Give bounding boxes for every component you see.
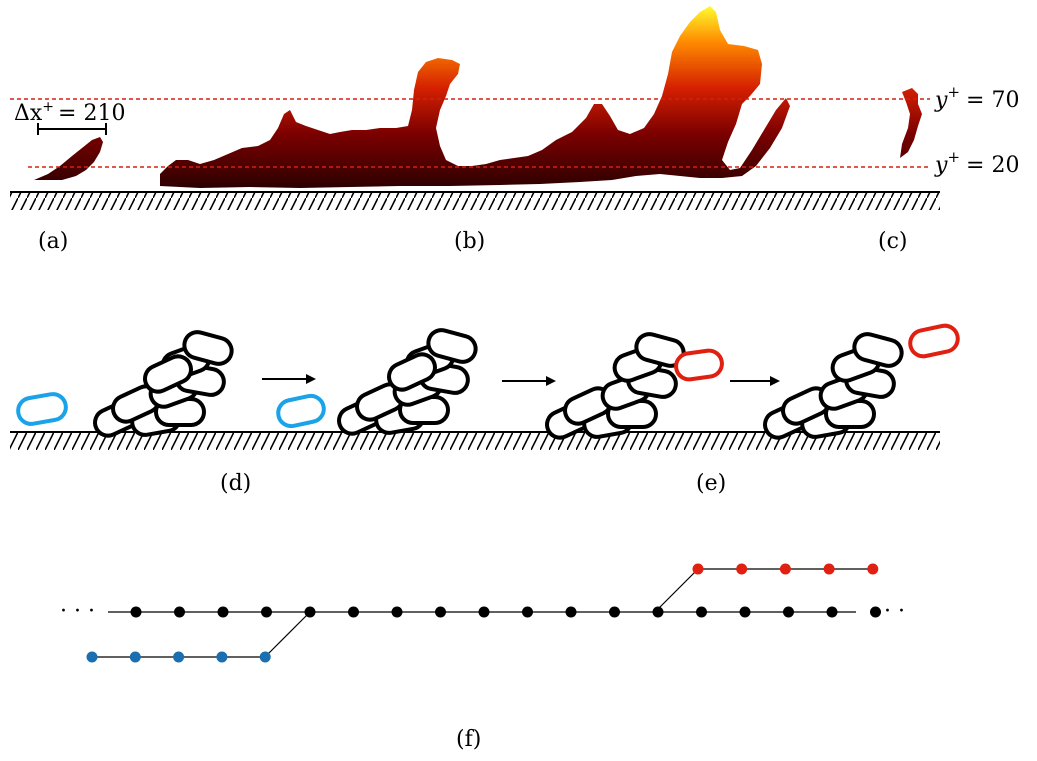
- red-nodes: [692, 563, 879, 575]
- red-capsule-leaving: [674, 348, 724, 382]
- arrow-1: [262, 374, 316, 384]
- panel-label-d: (d): [220, 471, 251, 496]
- red-node: [779, 563, 791, 575]
- blue-capsule-joining: [276, 393, 326, 429]
- blue-nodes: [86, 651, 271, 663]
- arrow-3: [730, 376, 780, 386]
- chain-panel: · · · · · · (f): [60, 563, 905, 752]
- panel-label-c: (c): [878, 229, 908, 254]
- capsule: [182, 330, 234, 366]
- black-node: [522, 606, 533, 618]
- wall-hatch-top: [10, 193, 940, 210]
- black-node: [217, 606, 229, 618]
- red-node: [736, 563, 748, 575]
- capsule: [143, 354, 193, 394]
- capsule: [852, 332, 904, 368]
- black-node: [609, 606, 620, 618]
- black-node: [783, 606, 794, 618]
- capsule-panel: (d) (e): [10, 323, 960, 496]
- black-node: [739, 606, 751, 618]
- black-node: [652, 606, 664, 618]
- ellipsis-left: · · ·: [60, 599, 95, 624]
- scale-bar-label: Δx+ = 210: [14, 99, 125, 126]
- red-node: [823, 563, 835, 575]
- black-node: [348, 606, 359, 618]
- black-node: [174, 606, 185, 618]
- blue-node: [173, 651, 185, 663]
- black-node: [565, 606, 577, 618]
- black-node: [826, 606, 838, 618]
- capsule-cluster-2: [337, 328, 478, 436]
- panel-label-e: (e): [696, 471, 726, 496]
- panel-label-f: (f): [456, 727, 481, 752]
- red-node: [867, 563, 879, 575]
- blue-node: [216, 651, 228, 663]
- structure-a: [34, 137, 103, 180]
- red-node: [692, 563, 704, 575]
- capsule-cluster-4: [763, 332, 904, 440]
- red-capsule-escaped: [908, 323, 960, 359]
- capsule-cluster-3: [545, 332, 686, 440]
- panel-label-a: (a): [38, 229, 68, 254]
- blue-node: [86, 651, 98, 663]
- black-node: [261, 606, 272, 618]
- blue-capsule-incoming: [16, 392, 68, 426]
- level-20-label: y+ = 20: [934, 148, 1019, 178]
- blue-node: [129, 651, 141, 663]
- black-node: [304, 606, 316, 618]
- panel-label-b: (b): [454, 229, 485, 254]
- structure-c: [900, 88, 922, 158]
- black-node: [391, 606, 403, 618]
- black-node: [435, 606, 446, 618]
- black-node: [478, 606, 490, 618]
- structures-panel: Δx+ = 210 y+ = 70 y+ = 20 (a) (b) (c): [10, 6, 1019, 254]
- arrow-2: [502, 376, 556, 386]
- capsule: [387, 352, 437, 392]
- black-node: [696, 606, 707, 618]
- black-nodes: [130, 606, 881, 618]
- scale-bar: Δx+ = 210: [14, 99, 125, 135]
- wall-hatch-middle: [10, 433, 940, 450]
- blue-join-link: [264, 611, 311, 658]
- capsule: [426, 328, 478, 364]
- capsule-cluster-1: [93, 330, 234, 438]
- black-node: [130, 606, 142, 618]
- structure-b: [160, 6, 790, 188]
- red-split-link: [654, 568, 699, 613]
- black-node: [870, 606, 881, 618]
- blue-node: [259, 651, 271, 663]
- level-70-label: y+ = 70: [934, 83, 1019, 113]
